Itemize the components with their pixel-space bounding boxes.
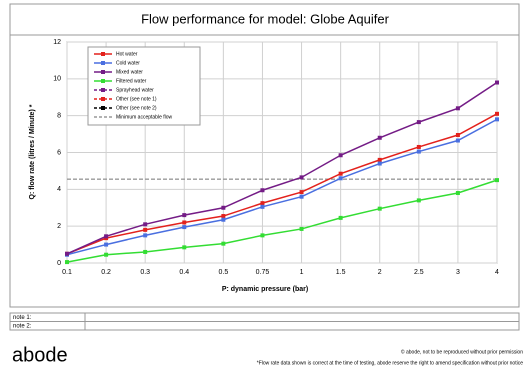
point [299, 194, 304, 199]
note-label: note 2: [13, 324, 32, 330]
legend-marker [101, 106, 105, 110]
point [182, 213, 187, 218]
y-axis-label: Q: flow rate (litres / Minute) * [29, 104, 36, 199]
point [338, 215, 343, 220]
chart-title: Flow performance for model: Globe Aquife… [141, 11, 390, 26]
point [65, 260, 69, 265]
y-tick-label: 12 [53, 39, 61, 46]
point [495, 80, 499, 85]
legend-marker [101, 61, 105, 65]
point [182, 220, 187, 225]
logo: abode [12, 344, 68, 366]
point [143, 249, 148, 254]
legend-label: Mixed water [116, 69, 143, 75]
legend-label: Hot water [116, 51, 138, 57]
legend-marker [101, 79, 105, 83]
point [416, 144, 421, 149]
point [260, 201, 265, 206]
point [182, 245, 187, 250]
point [221, 214, 226, 219]
x-tick-label: 0.75 [256, 269, 270, 276]
point [377, 206, 382, 211]
point [495, 178, 499, 183]
series-line [66, 81, 498, 255]
point [65, 251, 69, 256]
y-tick-label: 4 [57, 186, 61, 193]
point [143, 222, 148, 227]
x-tick-label: 0.5 [218, 269, 228, 276]
point [221, 241, 226, 246]
x-tick-label: 1.5 [336, 269, 346, 276]
disclaimer: *Flow rate data shown is correct at the … [257, 360, 523, 366]
y-tick-label: 8 [57, 113, 61, 120]
y-tick-label: 10 [53, 76, 61, 83]
point [221, 205, 226, 210]
point [182, 225, 187, 230]
point [455, 106, 460, 111]
point [104, 242, 109, 247]
x-tick-label: 0.3 [140, 269, 150, 276]
point [377, 157, 382, 162]
legend-marker [101, 52, 105, 56]
point [338, 171, 343, 176]
point [104, 252, 109, 257]
point [455, 138, 460, 143]
legend-marker [101, 70, 105, 74]
legend-label: Filtered water [116, 78, 147, 84]
point [143, 233, 148, 238]
point [260, 204, 265, 209]
legend [87, 46, 201, 126]
legend-label: Cold water [116, 60, 140, 66]
y-tick-label: 6 [57, 149, 61, 156]
series-line [66, 118, 498, 256]
point [455, 133, 460, 138]
point [338, 153, 343, 158]
x-tick-label: 1 [300, 269, 304, 276]
point [377, 161, 382, 166]
y-tick-label: 2 [57, 223, 61, 230]
point [299, 226, 304, 231]
x-tick-label: 0.2 [101, 269, 111, 276]
point [495, 111, 499, 116]
point [299, 190, 304, 195]
legend-label: Other (see note 2) [116, 105, 157, 111]
x-tick-label: 0.1 [62, 269, 72, 276]
point [260, 188, 265, 193]
point [260, 233, 265, 238]
x-tick-label: 0.4 [179, 269, 189, 276]
point [221, 217, 226, 222]
point [455, 191, 460, 196]
legend-marker [101, 97, 105, 101]
point [416, 149, 421, 154]
point [416, 198, 421, 203]
legend-marker [101, 88, 105, 92]
x-tick-label: 4 [495, 269, 499, 276]
x-axis-label: P: dynamic pressure (bar) [222, 286, 308, 293]
point [104, 234, 109, 239]
point [377, 135, 382, 140]
series-line [66, 113, 498, 255]
point [495, 117, 499, 122]
point [416, 120, 421, 125]
legend-label: Sprayhead water [116, 87, 154, 93]
note-label: note 1: [13, 315, 32, 321]
series-line [66, 179, 498, 263]
y-tick-label: 0 [57, 260, 61, 267]
copyright: © abode, not to be reproduced without pr… [401, 348, 523, 355]
point [143, 227, 148, 232]
legend-label: Other (see note 1) [116, 96, 157, 102]
x-tick-label: 3 [456, 269, 460, 276]
point [299, 175, 304, 180]
x-tick-label: 2.5 [414, 269, 424, 276]
point [338, 176, 343, 181]
x-tick-label: 2 [378, 269, 382, 276]
legend-label: Minimum acceptable flow [116, 114, 173, 120]
